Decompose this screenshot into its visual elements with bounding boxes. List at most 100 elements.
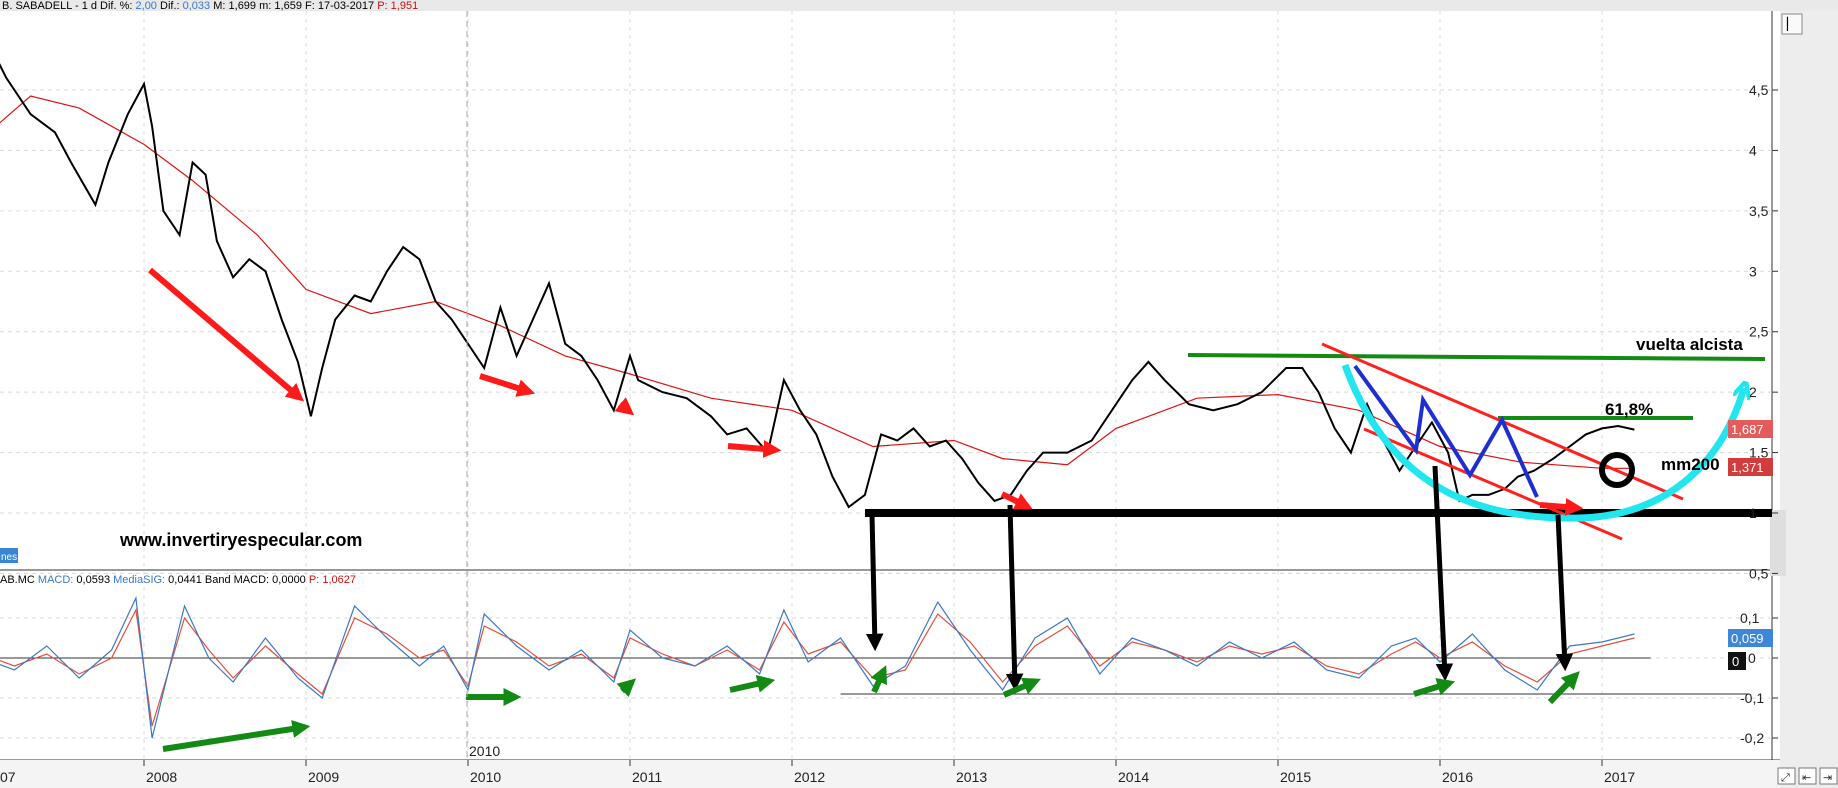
axis-scroll-handle[interactable] <box>1770 510 1786 576</box>
time-tick-label: 2011 <box>632 769 662 785</box>
band-label: Band MACD: <box>205 574 269 586</box>
badge-price: 1,687 <box>1728 420 1773 438</box>
p-value: 1,951 <box>391 0 419 12</box>
dif-label: Dif.: <box>160 0 180 12</box>
badge-price-text: 1,687 <box>1731 422 1764 437</box>
badge-macd-zero: 0 <box>1728 652 1746 670</box>
dif-pct-value: 2,00 <box>136 0 157 12</box>
ticker-label: B. SABADELL <box>2 0 72 12</box>
macd-signal-line <box>0 608 1635 727</box>
price-tick-label: 4,5 <box>1749 82 1769 98</box>
p-label: P: <box>377 0 387 12</box>
time-tick-label: 2017 <box>1604 769 1635 785</box>
dif-value: 0,033 <box>183 0 211 12</box>
compress-button[interactable] <box>1798 767 1817 785</box>
rounding-bottom-arc <box>1341 363 1744 522</box>
link-arrow-4 <box>1555 514 1574 672</box>
bullish-turn-label: vuelta alcista <box>1636 335 1743 354</box>
macd-tick-label: -0,2 <box>1740 730 1764 746</box>
price-axis: 4,5 4 3,5 3 2,5 2 1,5 1 0,5 <box>1749 82 1778 581</box>
price-tick-label: 1 <box>1749 505 1757 521</box>
up-arrow-4 <box>729 674 776 693</box>
badge-macd: 0,059 <box>1728 629 1773 647</box>
down-arrow-2 <box>479 373 536 397</box>
macd-p-value: 1,0627 <box>322 574 356 586</box>
dif-pct-label: Dif. %: <box>100 0 132 12</box>
expand-icon: ⇥ <box>1823 772 1832 784</box>
badge-macd-text: 0,059 <box>1731 631 1764 646</box>
side-tab-label: nes <box>1 552 17 563</box>
price-tick-label: 2,5 <box>1749 324 1769 340</box>
right-panel <box>1780 11 1838 788</box>
macd-tick-label: 0,1 <box>1740 610 1760 626</box>
badge-ma: 1,371 <box>1728 458 1773 476</box>
time-tick-label: 2015 <box>1280 769 1311 785</box>
signal-value: 0,0441 <box>168 574 202 586</box>
link-arrow-2 <box>1005 504 1024 692</box>
price-tick-label: 1,5 <box>1749 445 1769 461</box>
down-arrow-3 <box>614 397 635 416</box>
up-arrow-8 <box>1547 671 1580 705</box>
badge-macd-zero-text: 0 <box>1732 654 1739 669</box>
channel-lower-line <box>1363 427 1623 541</box>
toolbar-button[interactable] <box>1781 13 1803 35</box>
time-axis-bar <box>0 760 1780 788</box>
badge-ma-text: 1,371 <box>1731 460 1764 475</box>
up-arrow-5 <box>870 665 887 694</box>
max-value: 1,699 <box>229 0 257 12</box>
bottom-controls: ⤢ ⇤ ⇥ <box>1777 767 1838 785</box>
up-arrow-6 <box>1002 677 1041 698</box>
time-tick-label: 07 <box>0 769 16 785</box>
link-arrow-3 <box>1432 465 1454 682</box>
price-grid <box>0 89 1772 574</box>
annotation-layer <box>148 267 1772 752</box>
down-arrow-1 <box>148 267 305 402</box>
fit-button[interactable] <box>1777 767 1796 785</box>
cursor-icon: ▏ <box>1786 16 1796 31</box>
price-line <box>0 63 1635 509</box>
price-tick-label: 0,5 <box>1749 565 1769 581</box>
period-label: 1 d <box>82 0 97 12</box>
moving-average-line <box>0 95 1635 469</box>
down-arrow-6 <box>1539 498 1584 516</box>
chart-header: B. SABADELL - 1 d Dif. %: 2,00 Dif.: 0,0… <box>2 0 418 12</box>
down-arrow-5 <box>1000 491 1033 510</box>
macd-value: 0,0593 <box>76 574 110 586</box>
expand-button[interactable] <box>1819 767 1838 785</box>
signal-label: MediaSIG: <box>113 574 165 586</box>
time-grid <box>143 11 1603 760</box>
fib-level-label: 61,8% <box>1605 400 1653 419</box>
fit-icon: ⤢ <box>1781 772 1790 784</box>
ma-label: mm200 <box>1661 455 1720 474</box>
macd-tick-label: -0,1 <box>1740 690 1764 706</box>
time-tick-label: 2008 <box>146 769 177 785</box>
macd-ticker: AB.MC <box>0 574 35 586</box>
price-tick-label: 2 <box>1749 384 1757 400</box>
time-tick-label: 2014 <box>1118 769 1149 785</box>
time-axis: 07 2008 2009 2010 2011 2012 2013 2014 2015 2016 20… <box>0 760 1635 785</box>
side-tab[interactable] <box>0 548 18 563</box>
macd-label: MACD: <box>38 574 73 586</box>
macd-p-label: P: <box>309 574 319 586</box>
price-tick-label: 3 <box>1749 263 1757 279</box>
compress-icon: ⇤ <box>1802 772 1811 784</box>
link-arrow-1 <box>865 514 884 652</box>
resistance-line <box>1187 353 1766 361</box>
band-value: 0,0000 <box>272 574 306 586</box>
price-tick-label: 4 <box>1749 142 1757 158</box>
min-label: m: <box>259 0 271 12</box>
up-arrow-7 <box>1413 678 1456 697</box>
time-tick-label: 2012 <box>794 769 825 785</box>
macd-tick-label: 0 <box>1748 650 1756 666</box>
up-arrow-1 <box>162 720 311 752</box>
macd-axis: 0,1 0 -0,1 -0,2 <box>1740 610 1778 746</box>
zigzag-line <box>1353 364 1539 498</box>
header-bar <box>0 0 1838 11</box>
date-label: F: <box>305 0 315 12</box>
max-label: M: <box>213 0 225 12</box>
min-value: 1,659 <box>274 0 302 12</box>
time-tick-label: 2009 <box>308 769 339 785</box>
crossover-circle <box>1599 452 1635 488</box>
up-arrow-3 <box>616 678 637 698</box>
